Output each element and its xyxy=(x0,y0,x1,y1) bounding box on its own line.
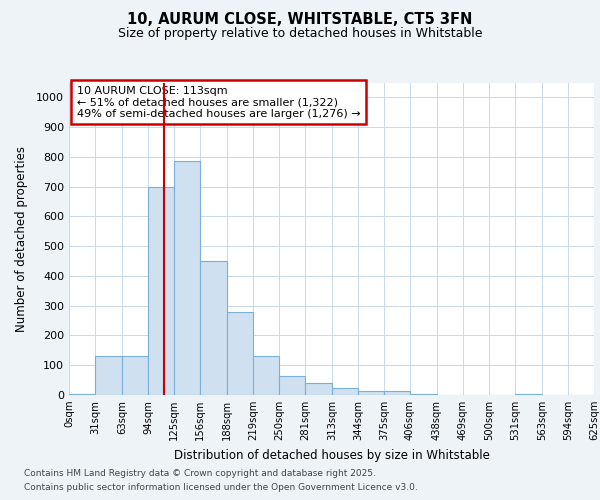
Bar xyxy=(384,390,410,395)
Bar xyxy=(332,388,358,395)
Bar xyxy=(200,261,227,395)
Bar xyxy=(174,162,200,395)
Bar xyxy=(358,390,384,395)
Text: Size of property relative to detached houses in Whitstable: Size of property relative to detached ho… xyxy=(118,28,482,40)
Bar xyxy=(515,394,542,395)
Text: 10, AURUM CLOSE, WHITSTABLE, CT5 3FN: 10, AURUM CLOSE, WHITSTABLE, CT5 3FN xyxy=(127,12,473,28)
Bar xyxy=(253,356,279,395)
Text: Contains public sector information licensed under the Open Government Licence v3: Contains public sector information licen… xyxy=(24,484,418,492)
Bar xyxy=(122,356,148,395)
Bar xyxy=(410,394,437,395)
Bar xyxy=(279,376,305,395)
Bar xyxy=(148,186,174,395)
Bar xyxy=(227,312,253,395)
X-axis label: Distribution of detached houses by size in Whitstable: Distribution of detached houses by size … xyxy=(173,448,490,462)
Bar xyxy=(305,383,332,395)
Bar xyxy=(69,394,95,395)
Bar xyxy=(95,356,122,395)
Y-axis label: Number of detached properties: Number of detached properties xyxy=(15,146,28,332)
Text: 10 AURUM CLOSE: 113sqm
← 51% of detached houses are smaller (1,322)
49% of semi-: 10 AURUM CLOSE: 113sqm ← 51% of detached… xyxy=(77,86,361,119)
Text: Contains HM Land Registry data © Crown copyright and database right 2025.: Contains HM Land Registry data © Crown c… xyxy=(24,468,376,477)
